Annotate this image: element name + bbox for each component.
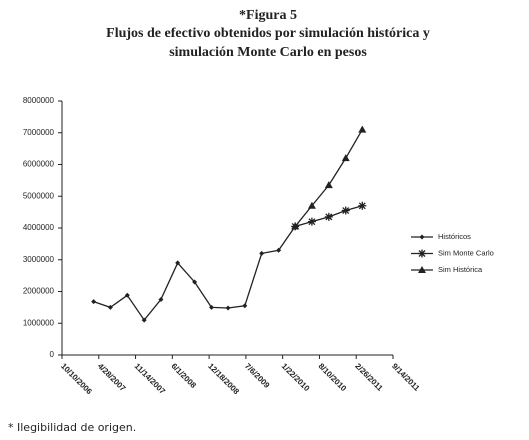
y-tick-label: 8000000 xyxy=(23,96,55,105)
marker xyxy=(291,222,300,230)
chart-title: *Figura 5 xyxy=(239,8,297,23)
y-tick-label: 3000000 xyxy=(23,255,55,264)
chart-subtitle: Flujos de efectivo obtenidos por simulac… xyxy=(106,26,430,41)
x-tick-label: 10/10/2006 xyxy=(59,362,94,397)
series-line xyxy=(93,226,296,322)
y-tick-label: 5000000 xyxy=(23,191,55,200)
marker xyxy=(91,299,97,305)
marker xyxy=(107,304,113,310)
x-tick-label: 9/14/2011 xyxy=(390,362,422,394)
marker xyxy=(242,303,248,309)
marker xyxy=(324,212,333,221)
marker xyxy=(259,250,265,256)
legend-label: Sim Monte Carlo xyxy=(438,248,494,257)
footnote: * Ilegibilidad de origen. xyxy=(8,421,136,434)
series-line xyxy=(294,129,363,227)
y-tick-label: 1000000 xyxy=(23,318,55,327)
marker xyxy=(418,249,426,258)
marker xyxy=(358,125,367,133)
x-tick-label: 6/1/2008 xyxy=(169,362,198,391)
legend-label: Históricos xyxy=(438,232,471,241)
marker xyxy=(141,317,147,323)
y-tick-label: 4000000 xyxy=(23,223,55,232)
marker xyxy=(158,296,164,302)
marker xyxy=(225,305,231,311)
legend-label: Sim Histórica xyxy=(438,265,483,274)
marker xyxy=(307,217,316,226)
x-tick-label: 4/28/2007 xyxy=(96,362,128,394)
y-tick-label: 2000000 xyxy=(23,287,55,296)
marker xyxy=(341,154,350,162)
x-tick-label: 7/6/2009 xyxy=(243,362,272,391)
y-tick-label: 6000000 xyxy=(23,160,55,169)
x-tick-label: 11/14/2007 xyxy=(133,362,168,397)
x-tick-label: 8/10/2010 xyxy=(317,362,349,394)
marker xyxy=(307,201,316,209)
marker xyxy=(418,266,426,273)
marker xyxy=(276,247,282,253)
marker xyxy=(324,181,333,189)
marker xyxy=(358,201,367,210)
marker xyxy=(124,292,130,298)
y-tick-label: 7000000 xyxy=(23,128,55,137)
x-tick-label: 12/18/2008 xyxy=(206,362,241,397)
y-tick-label: 0 xyxy=(50,350,55,359)
marker xyxy=(341,206,350,215)
marker xyxy=(192,279,198,285)
marker xyxy=(209,304,215,310)
marker xyxy=(419,234,425,240)
chart-subtitle: simulación Monte Carlo en pesos xyxy=(169,45,367,60)
marker xyxy=(175,260,181,266)
x-tick-label: 2/26/2011 xyxy=(353,362,385,394)
x-tick-label: 1/22/2010 xyxy=(280,362,312,394)
